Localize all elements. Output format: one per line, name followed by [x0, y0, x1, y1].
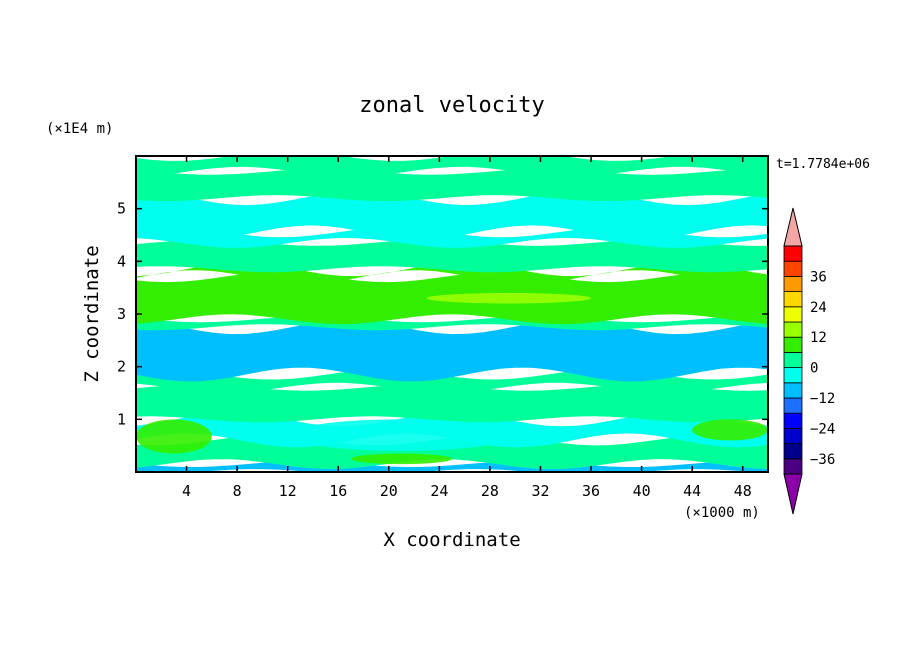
contour-band — [136, 262, 768, 285]
chart-title: zonal velocity — [359, 93, 544, 118]
x-tick-label: 44 — [683, 482, 701, 500]
contour-patch — [692, 419, 768, 441]
x-tick-label: 4 — [182, 482, 191, 500]
x-tick-label: 8 — [233, 482, 242, 500]
contour-patch — [287, 419, 516, 451]
colorbar-label: −36 — [810, 452, 835, 468]
colorbar-under-triangle — [783, 473, 803, 515]
colorbar-cell — [783, 427, 803, 444]
contour-band — [136, 191, 768, 240]
contour-fill — [136, 156, 768, 472]
y-axis: 1 2 3 4 5 — [117, 200, 768, 428]
x-tick-label: 16 — [329, 482, 347, 500]
colorbar-over-triangle — [783, 207, 803, 247]
x-tick-label: 24 — [430, 482, 448, 500]
y-tick-label: 3 — [117, 305, 126, 323]
x-axis-label: X coordinate — [383, 529, 520, 551]
y-unit-label: (×1E4 m) — [46, 121, 113, 137]
x-tick-label: 48 — [734, 482, 752, 500]
colorbar-cell — [783, 367, 803, 384]
colorbar-label: 12 — [810, 330, 827, 346]
y-tick-label: 1 — [117, 410, 126, 428]
colorbar-label: 0 — [810, 361, 818, 377]
colorbar-cell — [783, 291, 803, 308]
colorbar-cell — [783, 321, 803, 338]
x-axis: 4 8 12 16 20 24 28 32 36 40 44 48 — [182, 156, 752, 500]
contour-patch — [426, 292, 592, 304]
contour-band — [136, 156, 768, 177]
colorbar-label: −12 — [810, 391, 835, 407]
y-tick-label: 2 — [117, 358, 126, 376]
colorbar-cell — [783, 397, 803, 414]
y-tick-label: 4 — [117, 252, 126, 270]
colorbar-cell — [783, 382, 803, 399]
colorbar-label: 36 — [810, 269, 827, 285]
x-tick-label: 20 — [380, 482, 398, 500]
x-tick-label: 36 — [582, 482, 600, 500]
contour-band — [136, 384, 768, 423]
x-tick-label: 40 — [633, 482, 651, 500]
colorbar-label: −24 — [810, 421, 835, 437]
x-tick-label: 12 — [279, 482, 297, 500]
colorbar-cell — [783, 443, 803, 460]
contour-band — [136, 168, 768, 202]
colorbar-cell — [783, 336, 803, 353]
colorbar-cell — [783, 351, 803, 368]
x-tick-label: 32 — [531, 482, 549, 500]
contour-band — [136, 316, 768, 331]
colorbar: −36 −24 −12 0 12 24 36 — [783, 207, 835, 515]
contour-band — [136, 320, 768, 382]
time-label: t=1.7784e+06 — [776, 157, 870, 172]
y-axis-label: Z coordinate — [81, 245, 103, 382]
colorbar-cell — [783, 458, 803, 475]
colorbar-cell — [783, 412, 803, 429]
colorbar-cell — [783, 245, 803, 262]
x-tick-label: 28 — [481, 482, 499, 500]
colorbar-label: 24 — [810, 300, 827, 316]
y-tick-label: 5 — [117, 200, 126, 218]
contour-patch — [136, 419, 212, 454]
contour-band — [136, 239, 768, 273]
colorbar-cell — [783, 275, 803, 292]
colorbar-cell — [783, 306, 803, 323]
colorbar-cell — [783, 260, 803, 277]
x-unit-label: (×1000 m) — [684, 505, 760, 521]
contour-patch — [350, 453, 452, 465]
